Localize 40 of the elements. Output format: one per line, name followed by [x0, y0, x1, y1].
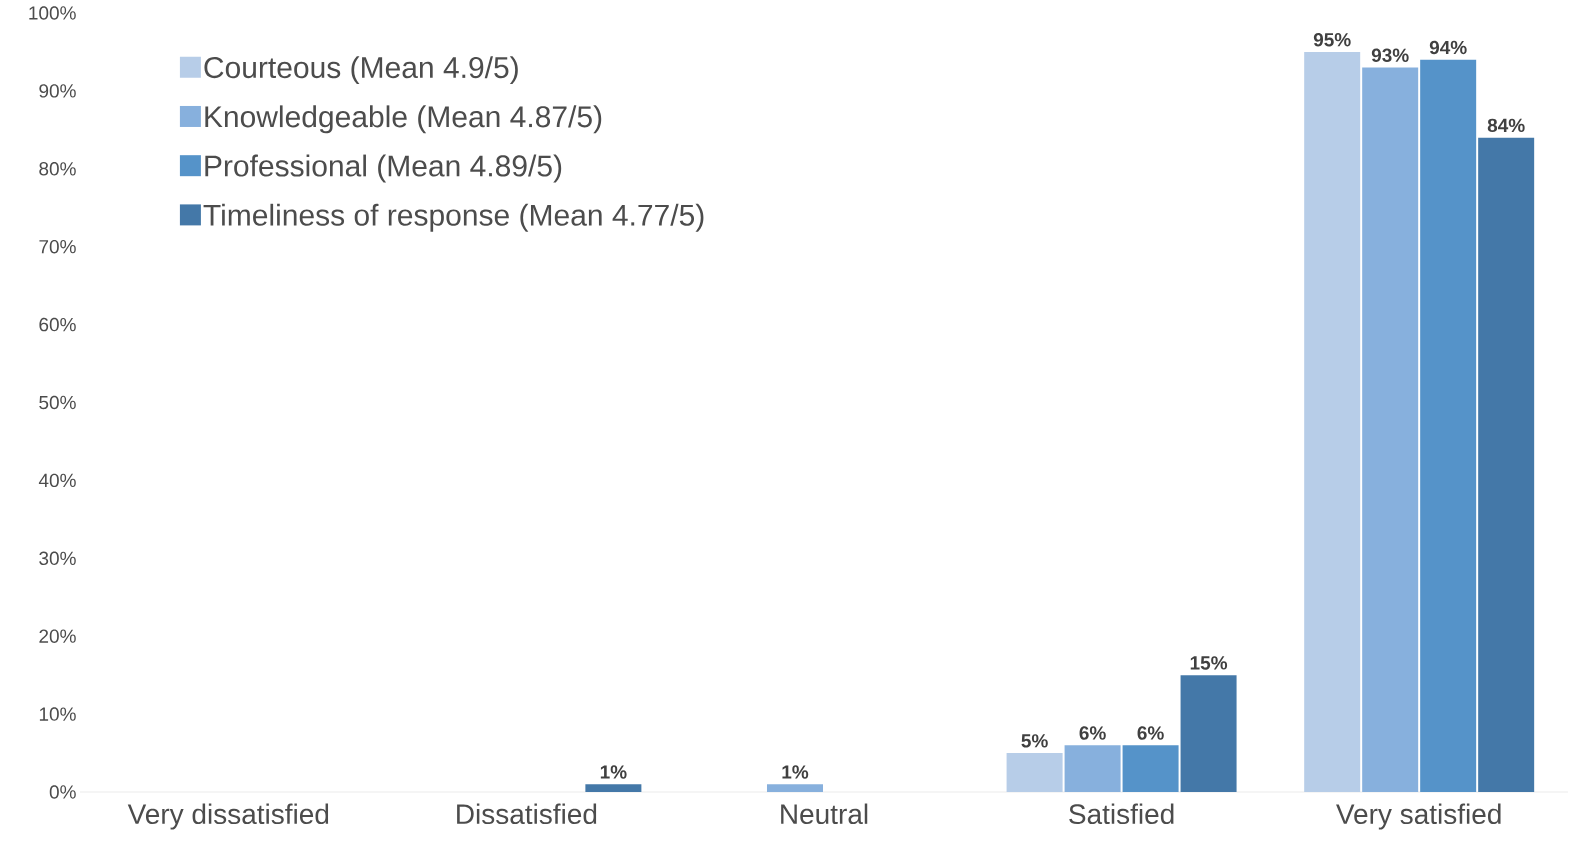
- y-tick-label: 40%: [38, 473, 76, 488]
- data-label: 1%: [600, 765, 627, 779]
- y-tick-label: 20%: [39, 629, 76, 643]
- y-tick-label: 50%: [39, 395, 76, 410]
- bar: [1478, 137, 1535, 792]
- data-label: 1%: [782, 765, 809, 779]
- data-label: 6%: [1079, 726, 1106, 740]
- bar: [585, 784, 642, 792]
- data-label: 6%: [1137, 726, 1164, 740]
- bar: [1180, 675, 1237, 792]
- bar: [1304, 51, 1361, 792]
- bar: [1362, 67, 1419, 792]
- x-tick-label: Dissatisfied: [457, 803, 597, 825]
- bar: [1006, 753, 1063, 792]
- bar: [1122, 745, 1179, 792]
- data-label: 94%: [1429, 40, 1467, 55]
- y-tick-label: 60%: [39, 317, 76, 332]
- legend-label: Courteous (Mean 4.9/5): [204, 56, 518, 85]
- y-tick-label: 30%: [39, 551, 76, 566]
- y-tick-label: 70%: [39, 239, 76, 254]
- x-tick-label: Very satisfied: [1336, 803, 1501, 830]
- legend-label: Professional (Mean 4.89/5): [205, 154, 562, 183]
- y-tick-label: 100%: [29, 6, 76, 20]
- y-tick-label: 90%: [39, 84, 76, 98]
- data-label: 15%: [1190, 656, 1228, 670]
- bar: [1420, 59, 1477, 792]
- legend-label: Timeliness of response (Mean 4.77/5): [203, 203, 704, 232]
- bar: [766, 784, 823, 792]
- data-label: 95%: [1313, 32, 1351, 47]
- legend-label: Knowledgeable (Mean 4.87/5): [205, 105, 602, 134]
- data-label: 93%: [1371, 48, 1409, 63]
- y-tick-label: 80%: [39, 162, 76, 176]
- x-tick-label: Satisfied: [1069, 803, 1174, 825]
- data-label: 5%: [1021, 734, 1048, 748]
- x-tick-label: Neutral: [781, 803, 868, 825]
- data-label: 84%: [1487, 118, 1525, 133]
- y-tick-label: 0%: [49, 785, 76, 799]
- x-tick-label: Very dissatisfied: [127, 803, 329, 830]
- y-tick-label: 10%: [39, 707, 76, 721]
- bar: [1064, 745, 1121, 792]
